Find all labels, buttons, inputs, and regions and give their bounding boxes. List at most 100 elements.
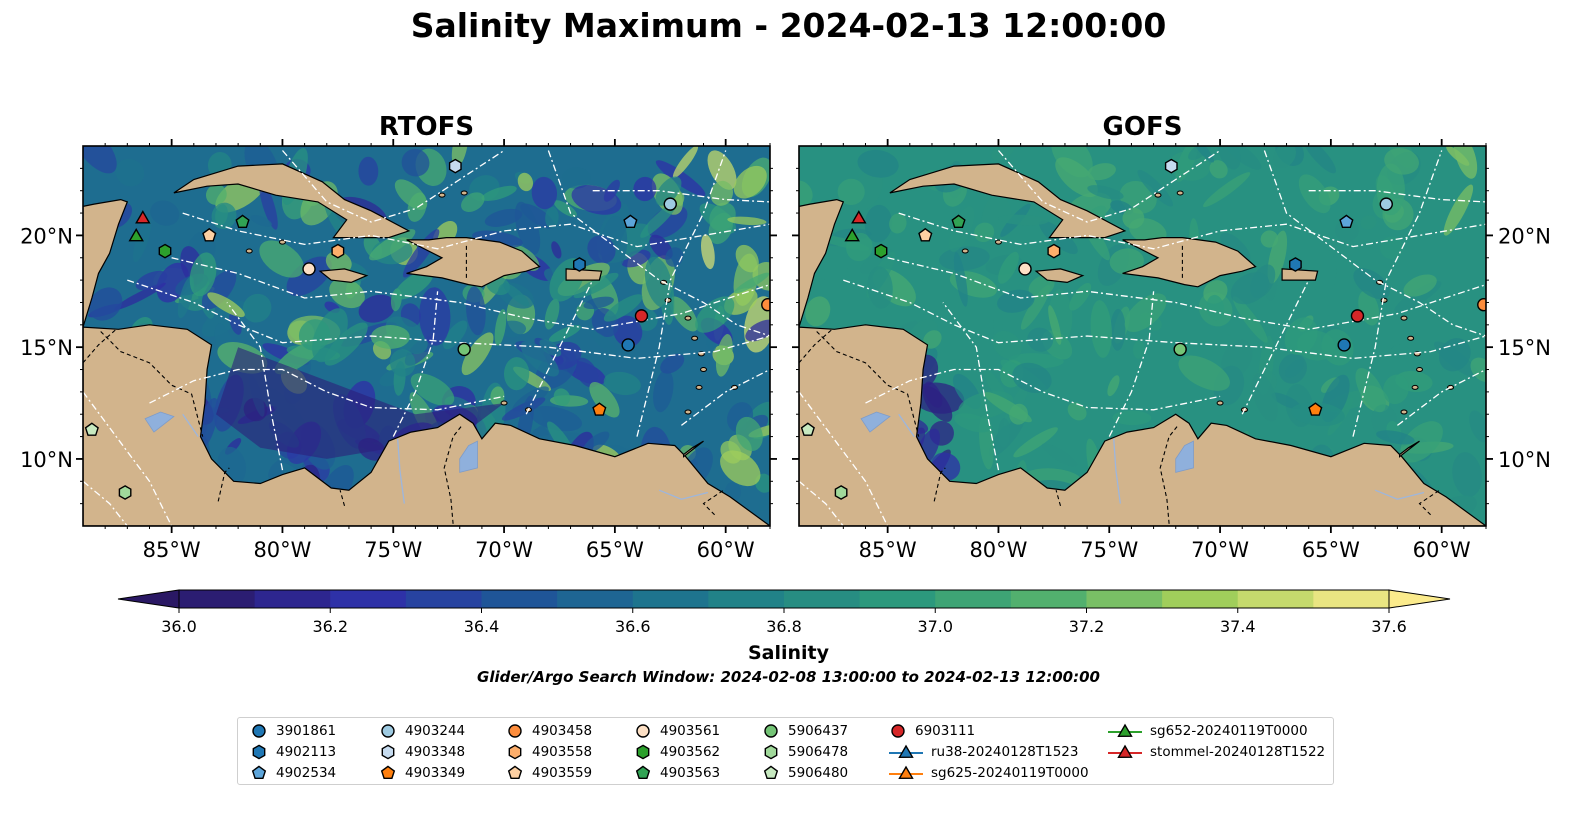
marker-4903348: [1164, 158, 1178, 174]
pentagon-marker-icon: [507, 765, 523, 780]
legend-label: 6903111: [915, 723, 976, 739]
island: [695, 384, 703, 390]
eez-boundary: [887, 257, 1486, 330]
figure-title: Salinity Maximum - 2024-02-13 12:00:00: [410, 6, 1167, 45]
hexagon-marker-icon: [381, 744, 395, 760]
panel-title-gofs: GOFS: [1102, 112, 1183, 142]
marker-4903562: [874, 243, 888, 259]
eez-boundary: [1108, 291, 1155, 437]
eez-boundary: [525, 279, 594, 415]
lon-tick-label: 65°W: [1302, 538, 1360, 562]
marker-4903244: [1379, 197, 1393, 211]
circle-marker-icon: [764, 724, 778, 738]
eez-boundary: [171, 257, 770, 330]
eez-boundary: [799, 480, 844, 526]
colorbar-tick-label: 36.8: [766, 617, 802, 636]
legend-item: ru38-20240128T1523: [889, 742, 1078, 762]
legend-item: 5906480: [762, 763, 848, 783]
legend-label: 4902113: [276, 744, 337, 760]
marker-5906480: [800, 422, 815, 436]
legend-item: stommel-20240128T1522: [1108, 742, 1325, 762]
marker-5906437: [457, 342, 471, 357]
legend-label: 4902534: [276, 765, 337, 781]
island: [1176, 190, 1184, 196]
legend-label: 5906480: [788, 765, 849, 781]
marker-6903111: [634, 309, 649, 323]
legend-label: 4903559: [532, 765, 593, 781]
island: [684, 315, 692, 321]
colorbar-segment: [481, 590, 558, 608]
lon-tick-label: 70°W: [1191, 538, 1249, 562]
land-polygon: [1034, 268, 1085, 284]
lat-tick-label: 20°N: [1498, 224, 1551, 248]
eez-boundary: [1308, 190, 1486, 203]
colorbar-tick-label: 37.0: [917, 617, 953, 636]
marker-stommel-20240128T1522: [851, 210, 867, 224]
land-polygon: [1399, 440, 1420, 458]
land-polygon: [889, 163, 1127, 239]
land-polygon: [683, 440, 704, 458]
colorbar-tick-label: 37.2: [1069, 617, 1105, 636]
legend-item: 4903561: [634, 721, 720, 741]
marker-4903559: [918, 227, 933, 242]
legend: 3901861 4902113 4902534 4903244 4903348 49033…: [237, 717, 1334, 785]
colorbar-tick-label: 36.6: [615, 617, 651, 636]
hexagon-marker-icon: [508, 744, 522, 760]
river: [1113, 438, 1121, 504]
marker-4903559: [202, 227, 217, 242]
eez-boundary: [799, 391, 889, 526]
land-polygon: [1122, 237, 1257, 288]
colorbar-segment: [784, 590, 861, 608]
island: [1400, 315, 1408, 321]
lat-tick-label: 15°N: [1498, 336, 1551, 360]
island: [1380, 297, 1388, 303]
island: [245, 248, 253, 254]
legend-item: 4903559: [506, 763, 592, 783]
legend-label: 4903563: [660, 765, 721, 781]
marker-4902113: [573, 257, 586, 272]
country-border: [217, 467, 230, 502]
colorbar-segment: [935, 590, 1012, 608]
colorbar-segment: [254, 590, 331, 608]
legend-label: 4903558: [532, 744, 593, 760]
circle-marker-icon: [891, 724, 905, 738]
land-polygon: [318, 268, 369, 284]
panel-title-rtofs: RTOFS: [378, 112, 475, 142]
eez-boundary: [843, 279, 1486, 360]
legend-label: 5906437: [788, 723, 849, 739]
legend-label: 4903349: [405, 765, 466, 781]
legend-item: 4903458: [506, 721, 592, 741]
island: [1216, 400, 1224, 406]
marker-6903111: [1350, 309, 1365, 323]
country-border: [443, 425, 463, 524]
land-polygon: [83, 198, 129, 328]
lake: [144, 411, 175, 433]
triangle-marker-icon: [889, 744, 923, 759]
legend-item: 4903563: [634, 763, 720, 783]
country-border: [702, 489, 724, 516]
legend-label: 4903348: [405, 744, 466, 760]
map-frame: [82, 145, 771, 527]
eez-boundary: [1241, 279, 1310, 415]
colorbar-segment: [1313, 590, 1390, 608]
colorbar-segment: [179, 590, 256, 608]
colorbar-segment: [708, 590, 785, 608]
lat-tick-label: 20°N: [20, 224, 73, 248]
marker-4903558: [1047, 243, 1061, 259]
eez-boundary: [83, 391, 173, 526]
legend-item: 4903349: [379, 763, 465, 783]
lon-tick-label: 80°W: [253, 538, 311, 562]
marker-4903244: [663, 197, 677, 211]
lake: [1175, 440, 1194, 473]
eez-boundary: [865, 368, 1221, 411]
country-border: [1159, 425, 1179, 524]
hexagon-marker-icon: [636, 744, 650, 760]
triangle-marker-icon: [889, 765, 923, 780]
colorbar-tick-label: 37.4: [1220, 617, 1256, 636]
country-border: [1418, 489, 1440, 516]
marker-sg652-20240119T0000: [128, 227, 144, 242]
lon-tick-label: 85°W: [859, 538, 917, 562]
lon-tick-label: 60°W: [1413, 538, 1471, 562]
lon-tick-label: 80°W: [969, 538, 1027, 562]
marker-3901861: [1337, 338, 1351, 352]
